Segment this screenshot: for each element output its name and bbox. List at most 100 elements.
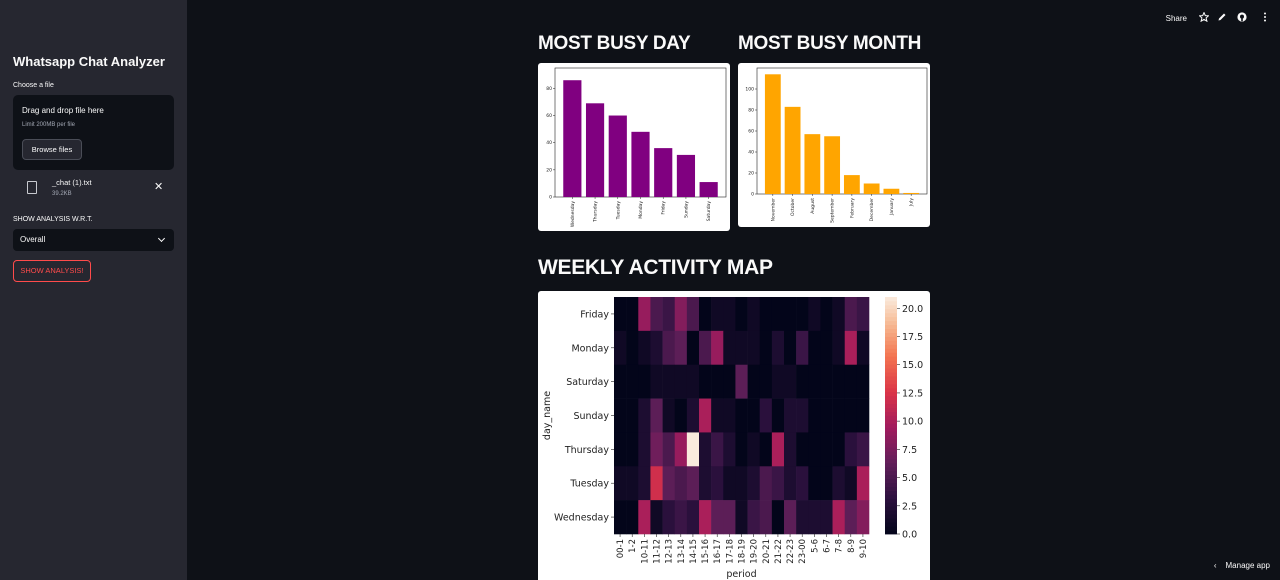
colorbar-segment	[885, 462, 897, 468]
heatmap-cell	[662, 330, 676, 366]
heatmap-cell	[711, 500, 724, 535]
day-ytick-label: 40	[546, 140, 552, 146]
colorbar-segment	[885, 486, 897, 491]
heatmap-cell	[820, 432, 833, 467]
colorbar-segment	[885, 510, 897, 515]
weekly-heatmap: Friday Monday Saturday Sunday Thursday Tuesda…	[538, 291, 930, 580]
heatmap-cell	[614, 398, 627, 433]
heatmap-cell	[771, 297, 785, 332]
heatmap-cell	[759, 330, 773, 366]
colorbar-segment	[885, 451, 897, 456]
manage-app-button[interactable]: ‹ Manage app	[1214, 561, 1270, 570]
heatmap-cell	[686, 297, 700, 332]
heatmap-ylabel: day_name	[542, 391, 553, 440]
colorbar-segment	[885, 435, 897, 440]
heatmap-cell	[638, 432, 651, 467]
sidebar: Whatsapp Chat Analyzer Choose a file Dra…	[0, 0, 187, 580]
colorbar-tick-label: 20.0	[902, 304, 923, 315]
heatmap-cell	[699, 466, 712, 501]
colorbar-segment	[885, 360, 897, 365]
uploaded-file-name: _chat (1).txt	[52, 178, 92, 187]
manage-app-label: Manage app	[1225, 561, 1270, 570]
busy-day-chart-svg: 0 20 40 60 80 Wednesday Thursday Tuesday Monday F…	[546, 67, 727, 227]
month-ytick-label: 40	[748, 150, 754, 156]
app-title: Whatsapp Chat Analyzer	[13, 54, 165, 69]
heatmap-cell	[796, 297, 809, 332]
month-bar-july	[903, 192, 920, 194]
month-ytick-label: 80	[748, 108, 754, 114]
heatmap-cell	[650, 466, 663, 501]
heatmap-cell	[686, 398, 700, 433]
heatmap-col-label: 22-23	[786, 539, 796, 564]
heatmap-cell	[614, 466, 627, 501]
heatmap-cell	[723, 297, 736, 332]
month-xtick-label: September	[830, 198, 836, 223]
colorbar-segment	[885, 336, 897, 341]
colorbar-segment	[885, 300, 897, 306]
edit-icon[interactable]	[1217, 12, 1227, 22]
share-button[interactable]: Share	[1165, 14, 1187, 23]
github-icon[interactable]	[1237, 12, 1247, 22]
heatmap-cell	[747, 500, 761, 535]
heatmap-row-label: Tuesday	[569, 479, 609, 490]
heatmap-cell	[711, 398, 724, 433]
remove-file-icon[interactable]: ✕	[154, 181, 164, 193]
day-bar-friday	[654, 148, 673, 197]
heatmap-cell	[820, 330, 833, 366]
colorbar-tick-label: 17.5	[902, 332, 923, 343]
heatmap-cell	[626, 364, 639, 399]
heatmap-col-label: 15-16	[701, 539, 711, 564]
heatmap-col-label: 14-15	[689, 539, 699, 564]
heatmap-cell	[614, 297, 627, 332]
day-bar-saturday	[699, 182, 718, 197]
colorbar-segment	[885, 415, 897, 420]
day-xtick-label: Friday	[661, 201, 667, 215]
star-icon[interactable]	[1199, 12, 1209, 22]
colorbar-tick-label: 0.0	[902, 530, 917, 541]
colorbar-segment	[885, 494, 897, 499]
colorbar-segment	[885, 344, 897, 349]
heatmap-cell	[650, 432, 663, 467]
colorbar-tick-label: 15.0	[902, 360, 923, 371]
heatmap-cell	[699, 330, 712, 366]
colorbar-segment	[885, 340, 897, 345]
heatmap-cell	[759, 364, 773, 399]
weekly-activity-title: WEEKLY ACTIVITY MAP	[538, 256, 773, 279]
heatmap-cell	[614, 364, 627, 399]
heatmap-col-label: 13-14	[677, 539, 687, 564]
heatmap-cell	[747, 398, 761, 433]
heatmap-cell	[662, 432, 676, 467]
heatmap-cell	[638, 297, 651, 332]
heatmap-cell	[650, 500, 663, 535]
heatmap-col-label: 7-8	[835, 539, 845, 553]
heatmap-cell	[771, 364, 785, 399]
heatmap-cell	[674, 398, 688, 433]
heatmap-col-label: 18-19	[738, 539, 748, 564]
heatmap-cell	[856, 330, 870, 366]
heatmap-row-label: Wednesday	[554, 513, 609, 524]
heatmap-cell	[856, 364, 870, 399]
month-xtick-label: November	[770, 198, 776, 222]
colorbar-segment	[885, 522, 897, 527]
browse-files-button[interactable]: Browse files	[22, 139, 82, 160]
show-analysis-button[interactable]: SHOW ANALYSIS!	[13, 260, 91, 282]
heatmap-cell	[626, 466, 639, 501]
heatmap-cell	[808, 297, 821, 332]
heatmap-cell	[747, 432, 761, 467]
heatmap-cell	[771, 432, 785, 467]
analysis-select[interactable]: Overall	[13, 229, 174, 251]
file-dropzone[interactable]: Drag and drop file here Limit 200MB per …	[13, 95, 174, 170]
dropzone-limit: Limit 200MB per file	[22, 122, 76, 128]
more-menu-icon[interactable]	[1263, 12, 1267, 22]
heatmap-col-label: 1-2	[628, 539, 638, 553]
heatmap-col-label: 00-1	[616, 539, 626, 558]
heatmap-row-label: Thursday	[564, 445, 610, 456]
heatmap-cell	[856, 398, 870, 433]
colorbar-segment	[885, 443, 897, 448]
heatmap-cell	[711, 466, 724, 501]
month-xtick-label: January	[889, 198, 895, 216]
colorbar-tick-label: 2.5	[902, 501, 917, 512]
heatmap-cell	[614, 330, 627, 366]
day-bar-sunday	[676, 154, 696, 197]
heatmap-cell	[674, 500, 688, 535]
